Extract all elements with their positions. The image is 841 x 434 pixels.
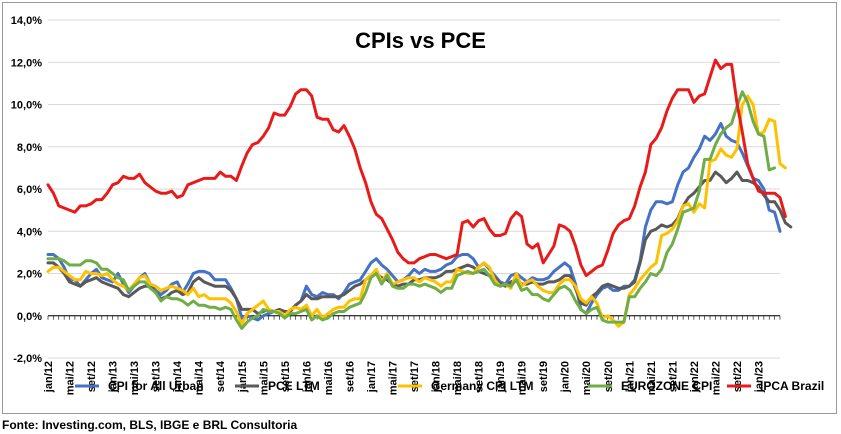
y-tick-label: 10,0% bbox=[11, 100, 42, 112]
x-tick-label: jan/14 bbox=[172, 360, 184, 393]
x-tick-label: set/17 bbox=[409, 361, 421, 392]
x-tick-label: set/13 bbox=[151, 361, 163, 392]
x-tick-label: mai/13 bbox=[129, 361, 141, 395]
legend-label-3: Germany CPI LTM bbox=[431, 379, 533, 393]
x-tick-label: mai/16 bbox=[323, 361, 335, 395]
legend-label-5: IPCA Brazil bbox=[760, 379, 824, 393]
x-tick-label: mai/14 bbox=[194, 360, 206, 395]
y-tick-label: 0,0% bbox=[17, 311, 42, 323]
y-axis-labels: -2,0% 0,0% 2,0% 4,0% 6,0% 8,0% 10,0% 12,0% 14,0% bbox=[11, 15, 42, 365]
legend-label-2: PCE LTM bbox=[268, 379, 320, 393]
x-tick-label: mai/12 bbox=[65, 361, 77, 395]
x-tick-label: jan/20 bbox=[560, 361, 572, 393]
series-line-1 bbox=[46, 122, 782, 322]
x-tick-label: mai/20 bbox=[581, 361, 593, 395]
x-tick-label: set/16 bbox=[344, 361, 356, 392]
series-line-2 bbox=[46, 170, 793, 316]
legend: CPI for All Urban PCE LTM Germany CPI LTM E… bbox=[75, 379, 824, 393]
x-tick-label: mai/17 bbox=[387, 361, 399, 395]
x-tick-label: mai/21 bbox=[646, 361, 658, 395]
y-tick-label: 8,0% bbox=[17, 142, 42, 154]
x-tick-label: set/19 bbox=[538, 361, 550, 392]
x-tick-label: set/18 bbox=[474, 361, 486, 392]
x-tick-label: set/21 bbox=[667, 361, 679, 392]
x-tick-label: set/12 bbox=[86, 361, 98, 392]
legend-label-4: EUROZONE CPI bbox=[621, 379, 712, 393]
x-tick-label: jan/18 bbox=[431, 361, 443, 393]
x-tick-label: jan/19 bbox=[495, 361, 507, 393]
x-tick-label: mai/22 bbox=[710, 361, 722, 395]
x-tick-label: jan/15 bbox=[237, 361, 249, 393]
y-tick-label: 14,0% bbox=[11, 15, 42, 27]
y-tick-label: 12,0% bbox=[11, 57, 42, 69]
x-tick-label: jan/13 bbox=[108, 361, 120, 393]
legend-label-1: CPI for All Urban bbox=[108, 379, 204, 393]
series-line-5 bbox=[46, 58, 787, 278]
x-tick-label: set/15 bbox=[280, 361, 292, 392]
x-tick-label: set/22 bbox=[732, 361, 744, 392]
x-tick-label: jan/16 bbox=[301, 361, 313, 393]
x-tick-label: jan/23 bbox=[753, 361, 765, 393]
source-note: Fonte: Investing.com, BLS, IBGE e BRL Co… bbox=[2, 418, 298, 432]
series-line-4 bbox=[46, 90, 777, 330]
x-tick-label: set/20 bbox=[603, 361, 615, 392]
x-tick-label: jan/21 bbox=[624, 361, 636, 393]
x-tick-label: mai/18 bbox=[452, 361, 464, 395]
y-tick-label: 2,0% bbox=[17, 269, 42, 281]
chart-title: CPIs vs PCE bbox=[355, 28, 486, 53]
y-tick-label: 4,0% bbox=[17, 226, 42, 238]
series-lines bbox=[46, 58, 793, 330]
x-tick-label: set/14 bbox=[215, 360, 227, 392]
x-tick-label: mai/15 bbox=[258, 361, 270, 395]
x-tick-label: jan/22 bbox=[689, 361, 701, 393]
y-tick-label: 6,0% bbox=[17, 184, 42, 196]
x-tick-label: jan/12 bbox=[43, 361, 55, 393]
gridlines bbox=[48, 19, 780, 359]
y-tick-label: -2,0% bbox=[13, 353, 42, 365]
x-tick-label: mai/19 bbox=[517, 361, 529, 395]
x-tick-label: jan/17 bbox=[366, 361, 378, 393]
series-line-3 bbox=[46, 94, 787, 328]
